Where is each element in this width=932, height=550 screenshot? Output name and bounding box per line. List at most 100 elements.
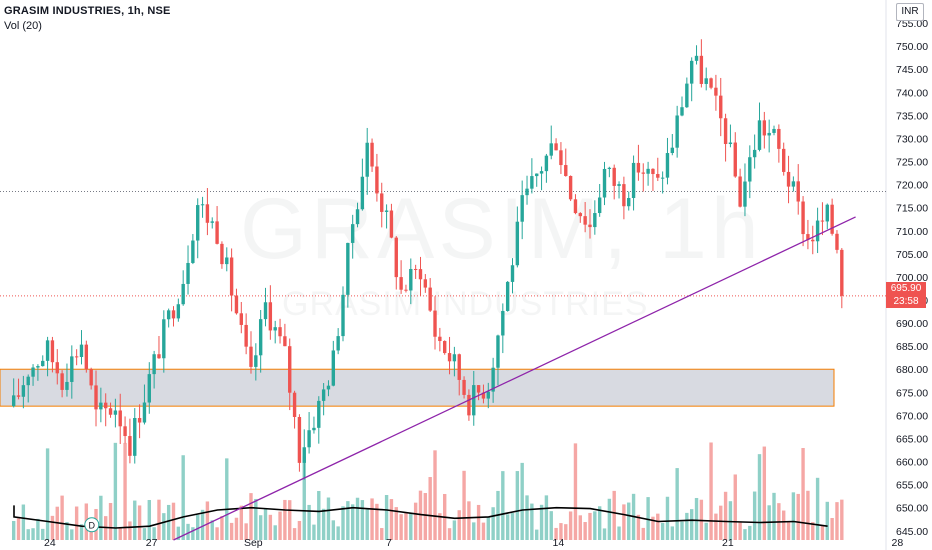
candle-body bbox=[636, 162, 641, 173]
volume-bar bbox=[568, 511, 573, 540]
volume-indicator-label[interactable]: Vol (20) bbox=[4, 20, 42, 32]
volume-bar bbox=[602, 528, 607, 540]
price-axis-tick: 735.00 bbox=[896, 110, 928, 122]
candle-body bbox=[104, 402, 108, 409]
candle-body bbox=[472, 385, 476, 416]
candle-body bbox=[384, 210, 389, 212]
volume-bar bbox=[239, 505, 243, 540]
volume-bar bbox=[196, 514, 200, 540]
price-axis-tick: 745.00 bbox=[896, 64, 928, 76]
candle-body bbox=[254, 355, 258, 367]
candle-body bbox=[733, 142, 737, 177]
volume-bar bbox=[409, 513, 413, 540]
currency-button[interactable]: INR bbox=[896, 3, 924, 21]
candle-body bbox=[45, 340, 50, 361]
candle-body bbox=[617, 184, 621, 186]
candle-body bbox=[476, 385, 481, 393]
volume-bar bbox=[607, 498, 612, 540]
candle-body bbox=[631, 162, 636, 198]
volume-bar bbox=[152, 527, 156, 540]
volume-bar bbox=[694, 497, 699, 540]
volume-bar bbox=[830, 517, 834, 540]
volume-bar bbox=[176, 526, 181, 540]
volume-bar bbox=[617, 526, 621, 540]
candle-body bbox=[181, 283, 185, 305]
candle-body bbox=[249, 346, 253, 367]
volume-bar bbox=[11, 520, 16, 540]
support-zone-rectangle[interactable] bbox=[0, 368, 835, 407]
candle-body bbox=[796, 181, 800, 202]
candle-body bbox=[79, 344, 84, 358]
volume-bar bbox=[515, 471, 520, 540]
volume-bar bbox=[31, 528, 35, 540]
dividend-marker[interactable] bbox=[84, 517, 100, 533]
candle-body bbox=[162, 319, 166, 359]
volume-bar bbox=[520, 462, 524, 540]
volume-bar bbox=[433, 450, 437, 540]
candle-body bbox=[627, 197, 631, 207]
volume-bar bbox=[801, 448, 805, 540]
candle-body bbox=[597, 197, 602, 214]
candle-body bbox=[559, 150, 563, 166]
volume-bar bbox=[636, 514, 641, 540]
candle-body bbox=[302, 447, 306, 463]
volume-bar bbox=[133, 500, 137, 540]
volume-bar bbox=[258, 515, 263, 540]
volume-bar bbox=[45, 448, 50, 540]
candle-body bbox=[142, 402, 147, 423]
volume-bar bbox=[118, 528, 122, 540]
volume-bar bbox=[244, 523, 248, 540]
candle-body bbox=[205, 204, 210, 223]
candle-body bbox=[268, 302, 273, 331]
symbol-title[interactable]: GRASIM INDUSTRIES, 1h, NSE bbox=[4, 5, 171, 17]
candle-body bbox=[656, 174, 660, 178]
volume-bar bbox=[525, 495, 529, 540]
candle-body bbox=[60, 373, 64, 390]
candle-body bbox=[278, 327, 282, 337]
candle-body bbox=[11, 395, 16, 407]
volume-bar bbox=[728, 501, 733, 540]
volume-bar bbox=[588, 512, 592, 540]
volume-bar bbox=[593, 511, 597, 540]
price-axis-tick: 720.00 bbox=[896, 180, 928, 192]
volume-bar bbox=[234, 517, 239, 540]
volume-bar bbox=[748, 525, 752, 540]
volume-bar bbox=[428, 477, 432, 540]
volume-bar bbox=[99, 495, 103, 540]
volume-bar bbox=[278, 511, 282, 540]
volume-bar bbox=[307, 504, 311, 540]
price-axis-tick: 715.00 bbox=[896, 203, 928, 215]
volume-bar bbox=[704, 522, 708, 540]
candle-body bbox=[772, 128, 776, 133]
volume-bar bbox=[292, 528, 297, 540]
volume-bar bbox=[796, 493, 800, 540]
candle-body bbox=[365, 142, 369, 177]
candle-body bbox=[152, 354, 156, 375]
trendline[interactable] bbox=[173, 216, 856, 541]
candle-body bbox=[593, 213, 597, 228]
candle-body bbox=[133, 417, 137, 456]
time-axis-tick: 27 bbox=[146, 537, 158, 549]
volume-bar bbox=[651, 516, 655, 540]
candle-body bbox=[680, 107, 684, 116]
volume-bar bbox=[113, 442, 118, 540]
candle-body bbox=[317, 400, 321, 428]
volume-bar bbox=[825, 501, 829, 540]
candle-body bbox=[578, 213, 582, 217]
time-axis-tick: 28 bbox=[892, 537, 904, 549]
candle-body bbox=[84, 344, 89, 370]
candle-body bbox=[423, 279, 428, 288]
candle-body bbox=[496, 335, 500, 368]
volume-bar bbox=[268, 514, 273, 540]
candle-body bbox=[670, 147, 675, 154]
candle-body bbox=[782, 148, 786, 172]
price-axis-tick: 700.00 bbox=[896, 272, 928, 284]
volume-bar bbox=[762, 446, 767, 540]
candle-body bbox=[31, 367, 35, 377]
candle-body bbox=[147, 374, 151, 403]
price-axis-tick: 730.00 bbox=[896, 133, 928, 145]
volume-bar bbox=[384, 495, 389, 540]
volume-bar bbox=[675, 468, 679, 540]
candle-body bbox=[346, 242, 350, 295]
